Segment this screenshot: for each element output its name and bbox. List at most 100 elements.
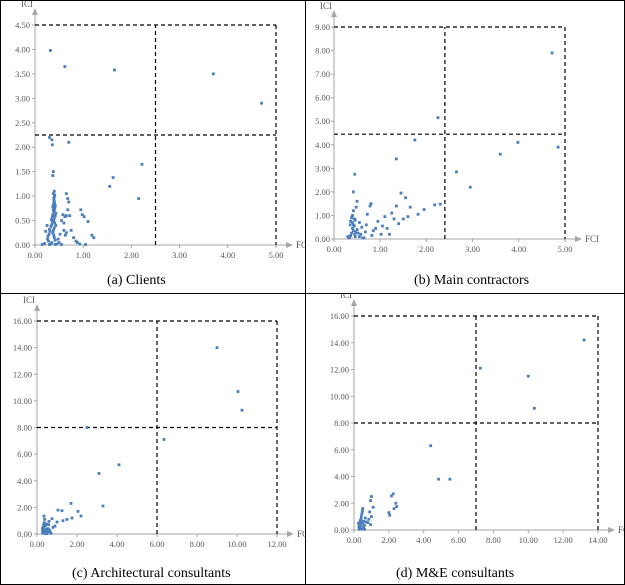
y-axis-label: ICI (320, 1, 332, 11)
data-point (64, 231, 68, 235)
data-point (240, 408, 244, 412)
x-tick-label: 0.00 (28, 250, 43, 260)
border-middle-vertical (305, 0, 306, 585)
data-point (357, 525, 361, 529)
data-point (140, 162, 144, 166)
data-point (72, 236, 75, 240)
data-point (362, 525, 365, 529)
chart-clients: 0.00 1.00 2.00 3.00 4.00 5.00 0.00 0.50 1.00 1.50… (1, 1, 305, 269)
data-point (51, 192, 55, 196)
data-point (392, 217, 396, 221)
data-point (55, 520, 59, 524)
data-point (394, 204, 398, 208)
data-point (51, 203, 55, 207)
data-point (348, 223, 352, 227)
x-tick-label: 4.00 (110, 539, 125, 549)
data-point (67, 200, 71, 204)
data-point (52, 200, 56, 204)
data-point (79, 514, 83, 518)
data-point (352, 223, 355, 227)
x-tick-label: 14.00 (588, 535, 607, 545)
data-point (390, 494, 393, 498)
data-point (53, 243, 57, 246)
data-point (360, 512, 364, 516)
data-point (371, 229, 375, 233)
x-tick-label: 5.00 (269, 250, 284, 260)
y-tick-label: 12.00 (330, 365, 349, 375)
chart-svg: 0.00 2.00 4.00 6.00 8.00 10.00 12.00 14.00 0.00 2… (330, 294, 624, 545)
data-point (368, 204, 372, 208)
data-point (356, 231, 360, 235)
border-left (0, 0, 1, 585)
data-point (361, 507, 365, 510)
data-point (363, 516, 367, 520)
data-point (388, 513, 392, 517)
data-point (70, 516, 74, 520)
chart-svg: 0.00 1.00 2.00 3.00 4.00 5.00 0.00 1.00 2.00 3.00… (315, 1, 599, 254)
data-point (58, 232, 62, 236)
data-point (346, 235, 350, 239)
y-tick-label: 0.00 (17, 529, 32, 539)
data-point (111, 176, 115, 179)
data-point (387, 511, 391, 515)
data-point (362, 519, 365, 523)
data-point (353, 232, 357, 236)
x-tick-label: 6.00 (150, 539, 165, 549)
x-tick-label: 3.00 (465, 244, 480, 254)
data-point (376, 219, 380, 223)
x-axis-label: FCI (297, 529, 305, 539)
data-point (48, 136, 51, 139)
data-point (215, 346, 219, 350)
data-point (52, 219, 56, 222)
data-point (448, 477, 452, 481)
x-axis-arrow-icon (575, 236, 582, 242)
data-point (358, 519, 362, 523)
data-point (352, 229, 355, 233)
data-point (366, 521, 370, 525)
y-axis-arrow-icon (331, 10, 337, 17)
x-tick-label: 3.00 (172, 250, 187, 260)
y-tick-label: 0.00 (334, 525, 349, 535)
data-point (352, 217, 356, 221)
data-point (53, 214, 57, 218)
data-point (381, 224, 384, 228)
data-point (108, 184, 112, 188)
data-point (41, 529, 44, 533)
data-point (49, 218, 53, 221)
y-axis-label: ICI (340, 294, 352, 300)
data-point (49, 225, 53, 228)
data-point (358, 235, 361, 239)
y-tick-label: 10.00 (330, 391, 349, 401)
y-tick-label: 2.00 (17, 502, 32, 512)
data-point (46, 234, 50, 238)
x-tick-label: 0.00 (30, 539, 45, 549)
data-point (51, 213, 55, 217)
data-point (53, 206, 57, 210)
y-tick-label: 4.00 (15, 44, 30, 54)
x-tick-label: 4.00 (416, 535, 431, 545)
data-point (51, 525, 55, 529)
x-tick-label: 5.00 (558, 244, 573, 254)
data-point (438, 202, 442, 206)
data-point (92, 236, 96, 240)
data-point (117, 463, 121, 467)
data-point (416, 212, 420, 216)
data-point (364, 230, 367, 234)
data-point (51, 208, 55, 212)
data-point (516, 141, 520, 144)
data-point (355, 228, 359, 231)
data-point (369, 202, 373, 206)
y-tick-label: 1.50 (15, 167, 30, 177)
data-point (532, 406, 536, 410)
y-tick-label: 14.00 (330, 338, 349, 348)
data-point (50, 143, 54, 147)
data-point (401, 217, 405, 221)
data-point (56, 508, 60, 512)
data-point (360, 509, 364, 513)
data-point (351, 214, 354, 217)
x-axis-arrow-icon (287, 531, 294, 537)
data-point (68, 214, 72, 218)
border-top (0, 0, 625, 1)
data-point (211, 72, 215, 76)
data-point (408, 205, 412, 209)
